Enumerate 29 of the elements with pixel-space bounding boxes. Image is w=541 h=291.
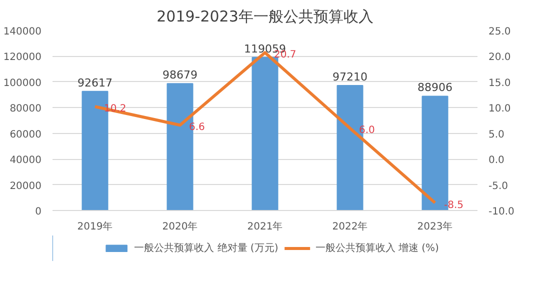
data-label: 97210 [332,70,368,84]
y-tick-label: 0 [35,206,42,218]
y-tick-label: 60000 [10,129,42,140]
data-label: 88906 [418,81,453,94]
x-tick-label: 2021年 [247,220,283,232]
y2-tick-label: -10.0 [488,206,514,218]
y2-tick-label: 25.0 [488,26,511,38]
legend-label: 一般公共预算收入 绝对量 (万元) [134,242,278,255]
y2-tick-label: 0.0 [488,155,504,166]
y-tick-label: 120000 [3,52,42,64]
y2-tick-label: -5.0 [488,180,508,192]
y2-tick-label: 5.0 [488,129,504,140]
y-tick-label: 80000 [10,104,42,115]
y-tick-label: 40000 [10,155,42,166]
y-tick-label: 140000 [3,26,42,38]
bar [252,56,278,210]
y2-tick-label: 20.0 [488,52,511,64]
legend-label: 一般公共预算收入 增速 (%) [315,242,439,255]
x-tick-label: 2019年 [77,220,113,232]
x-tick-label: 2020年 [162,220,198,232]
y2-tick-label: 10.0 [488,104,511,115]
x-tick-label: 2023年 [417,220,453,232]
data-label: 92617 [78,76,113,90]
y-tick-label: 20000 [10,180,42,192]
y-tick-label: 100000 [3,78,42,89]
data-label: 98679 [162,68,198,82]
y2-tick-label: 15.0 [488,78,511,89]
x-tick-label: 2022年 [332,220,368,232]
chart-title: 2019-2023年一般公共预算收入 [156,8,374,26]
